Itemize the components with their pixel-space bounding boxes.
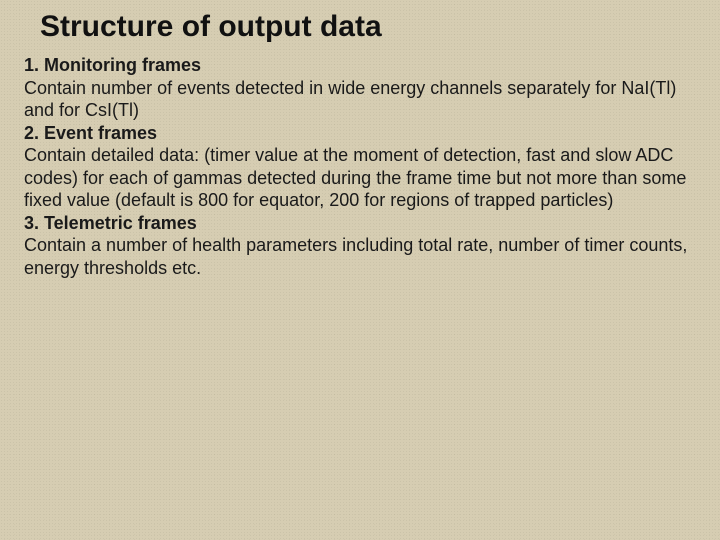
section-heading-1: 1. Monitoring frames xyxy=(24,54,696,77)
section-body-2: Contain detailed data: (timer value at t… xyxy=(24,144,696,212)
section-body-1: Contain number of events detected in wid… xyxy=(24,77,696,122)
section-body-3: Contain a number of health parameters in… xyxy=(24,234,696,279)
section-heading-2: 2. Event frames xyxy=(24,122,696,145)
section-heading-3: 3. Telemetric frames xyxy=(24,212,696,235)
slide-container: Structure of output data 1. Monitoring f… xyxy=(0,0,720,279)
slide-title: Structure of output data xyxy=(40,10,696,44)
slide-body: 1. Monitoring frames Contain number of e… xyxy=(24,54,696,279)
